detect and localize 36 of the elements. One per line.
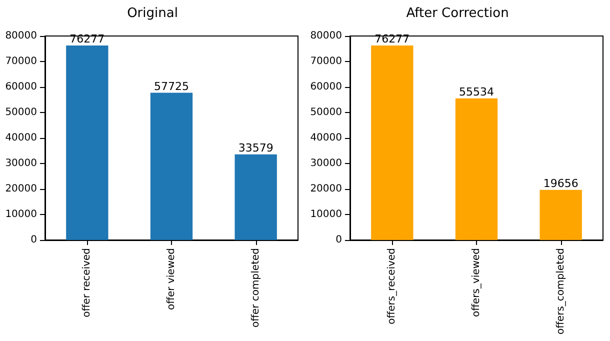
bar [66,45,108,240]
x-tick-label: offers_received [386,248,398,324]
x-tick-label: offers_completed [555,248,566,335]
x-tick-label: offer received [82,248,93,318]
y-tick-label: 50000 [310,107,342,118]
y-tick-label: 0 [30,234,37,246]
y-tick-label: 60000 [310,82,342,92]
bar [540,190,582,240]
data-label: 57725 [154,80,189,93]
x-tick-label: offers_viewed [471,248,482,318]
y-tick-label: 60000 [5,82,37,92]
data-label: 19656 [543,176,578,190]
x-tick-label: offer viewed [166,248,177,310]
y-tick-label: 10000 [310,209,342,220]
bar [234,154,277,240]
y-tick-label: 0 [336,234,342,246]
bar [455,98,498,240]
y-tick-label: 70000 [5,56,37,67]
y-tick-label: 80000 [310,30,342,42]
data-label: 33579 [238,141,274,154]
chart-title: After Correction [406,6,509,21]
y-tick-label: 30000 [310,158,342,169]
data-label: 55534 [459,85,494,98]
y-tick-label: 80000 [5,30,37,42]
y-tick-label: 50000 [5,107,37,118]
y-tick-label: 40000 [5,132,37,144]
y-tick-label: 40000 [310,132,342,144]
x-tick-label: offer completed [250,248,262,328]
y-tick-label: 20000 [5,184,37,194]
bar [371,45,414,240]
y-tick-label: 20000 [310,184,342,194]
y-tick-label: 10000 [5,209,37,220]
y-tick-label: 30000 [5,158,37,169]
chart-title: Original [127,6,178,21]
y-tick-label: 70000 [310,56,342,67]
bar [150,92,193,240]
